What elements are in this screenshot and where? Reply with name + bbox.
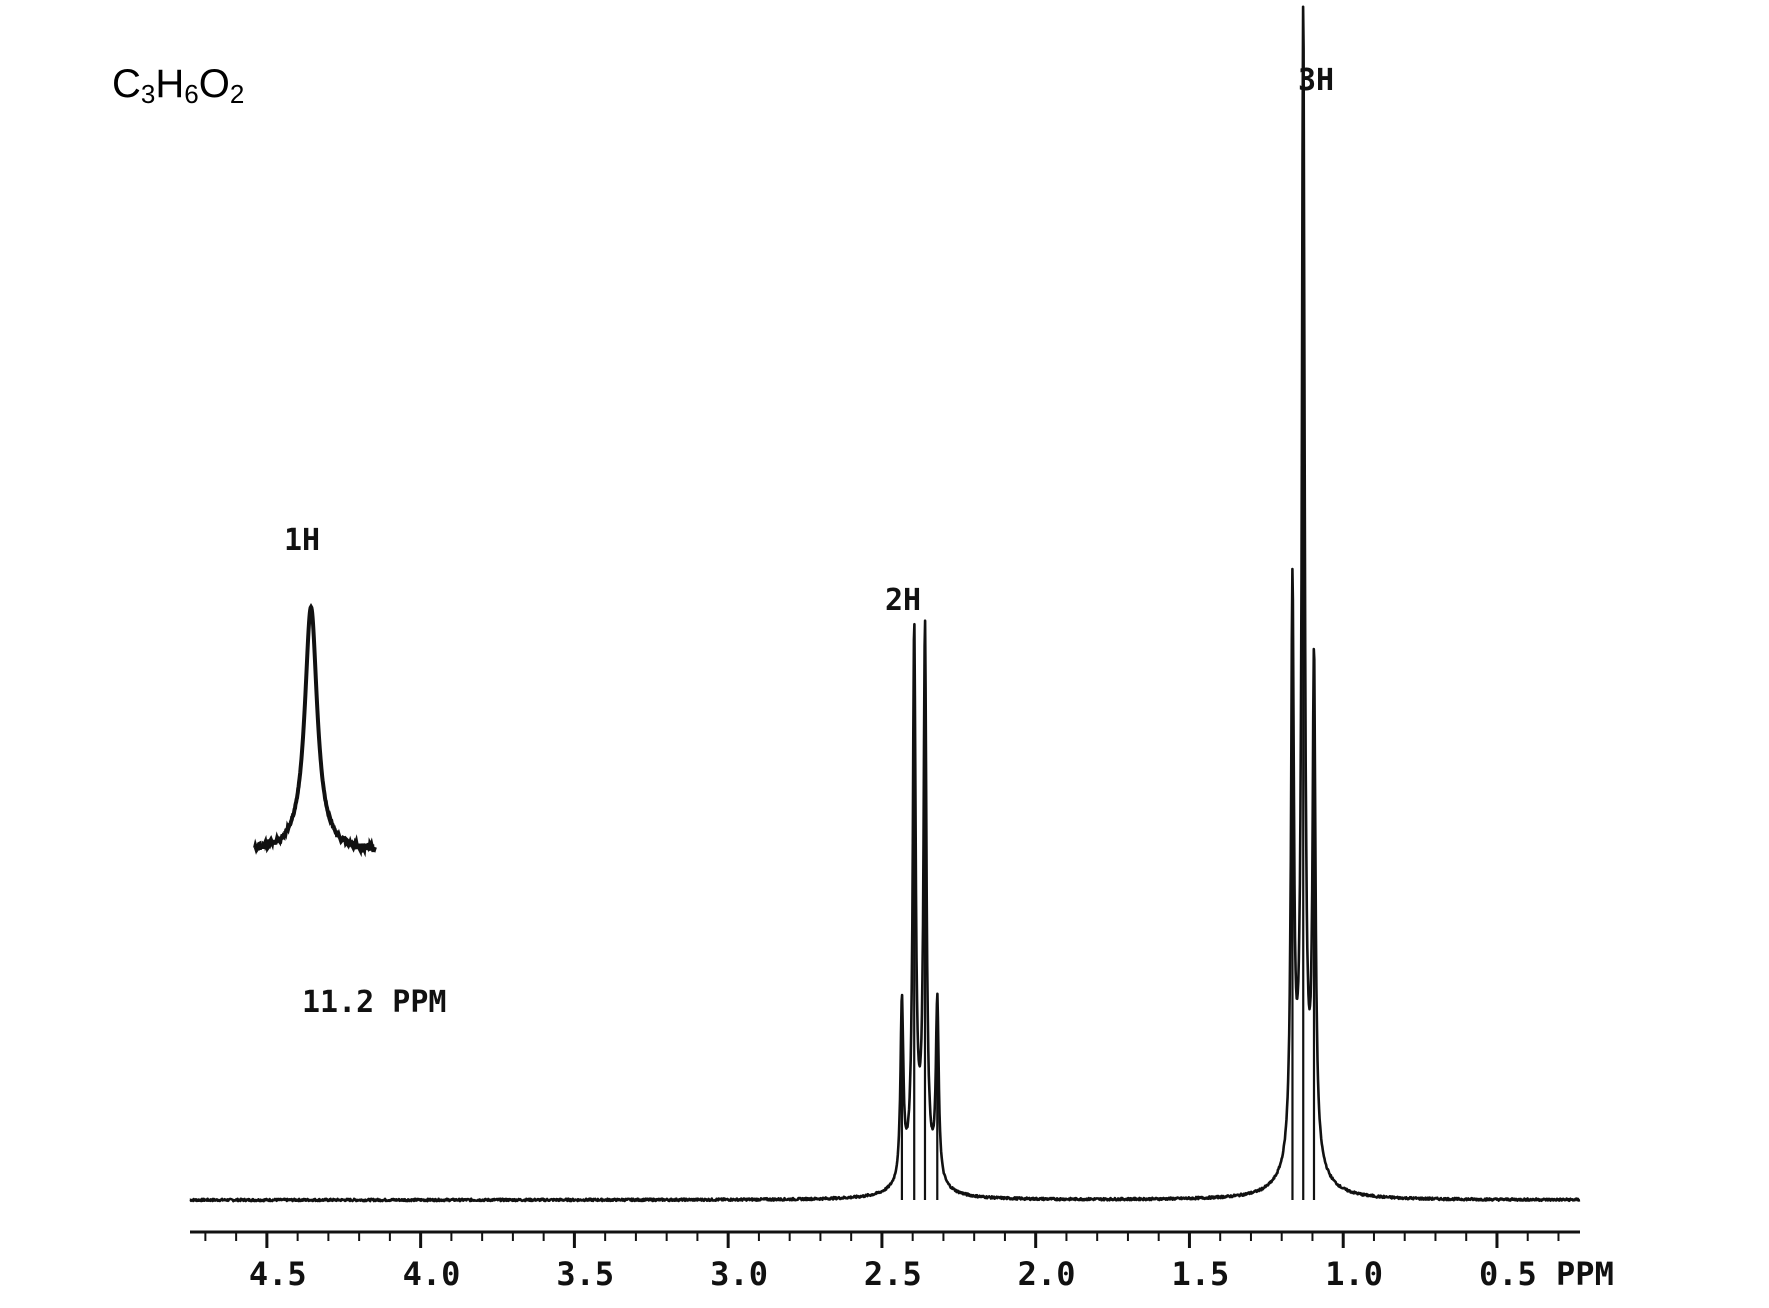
x-tick-label: 1.0 — [1325, 1255, 1383, 1293]
x-tick-label: 3.0 — [710, 1255, 768, 1293]
integration-label-2h: 2H — [885, 583, 921, 618]
spectrum-trace-group — [189, 5, 1581, 1203]
inset-ppm-label: 11.2 PPM — [302, 985, 447, 1020]
x-tick-label: 2.5 — [864, 1255, 922, 1293]
integration-label-3h: 3H — [1298, 63, 1334, 98]
x-axis: 4.5 4.0 3.5 3.0 2.5 2.0 1.5 1.0 0.5 PPM — [190, 1230, 1614, 1293]
formula-h: H — [155, 62, 185, 106]
formula-o: O — [198, 62, 230, 106]
x-tick-label: 0.5 PPM — [1479, 1255, 1614, 1293]
molecular-formula: C3H6O2 — [112, 62, 244, 110]
x-tick-label: 1.5 — [1171, 1255, 1229, 1293]
x-tick-label: 2.0 — [1018, 1255, 1076, 1293]
formula-c: C — [112, 62, 141, 106]
spectrum-line — [189, 5, 1581, 1203]
inset-peak-group: 11.2 PPM — [253, 602, 447, 1020]
inset-peak-trace — [253, 602, 377, 858]
integration-labels: 1H 2H 3H — [284, 63, 1334, 618]
formula-o-count: 2 — [229, 79, 245, 109]
formula-c-count: 3 — [140, 79, 156, 109]
x-tick-label: 4.5 — [249, 1255, 307, 1293]
x-tick-label: 3.5 — [556, 1255, 614, 1293]
integration-label-1h: 1H — [284, 523, 320, 558]
formula-h-count: 6 — [184, 79, 199, 109]
x-tick-label: 4.0 — [403, 1255, 461, 1293]
